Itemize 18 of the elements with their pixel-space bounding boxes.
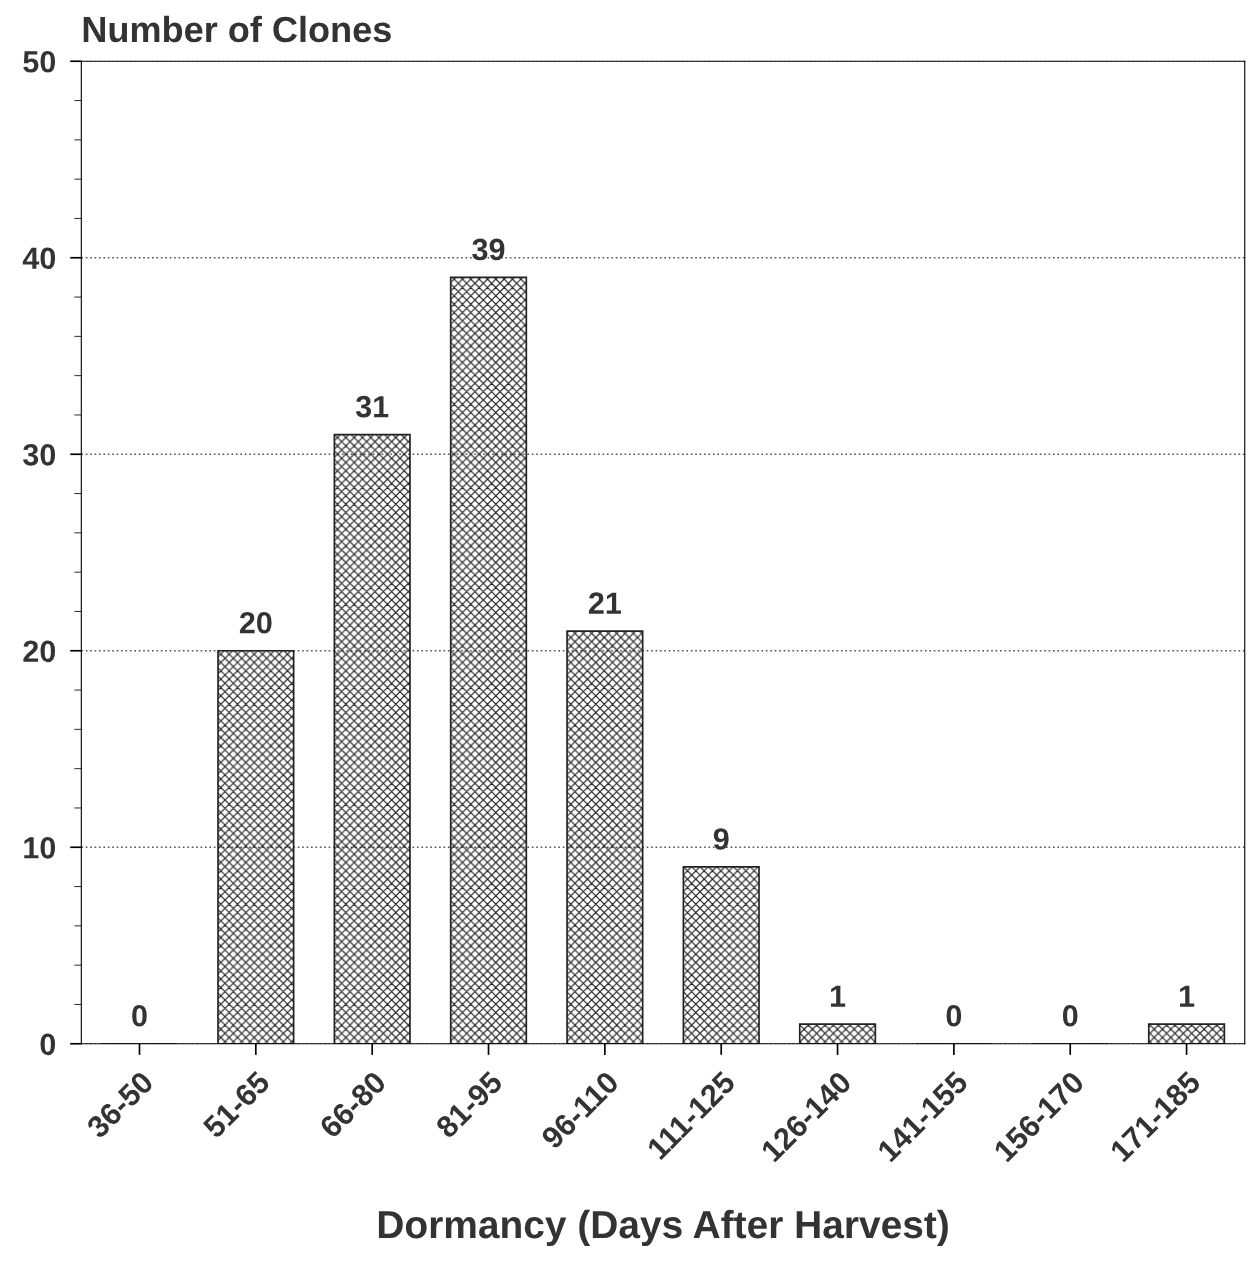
x-axis-title: Dormancy (Days After Harvest) [378, 1209, 948, 1247]
y-tick-label: 20 [23, 640, 56, 663]
data-label: 9 [713, 828, 729, 850]
y-tick-label: 30 [23, 443, 56, 466]
data-label: 1 [830, 985, 846, 1007]
data-label: 0 [946, 1004, 962, 1027]
data-label: 39 [472, 238, 505, 261]
data-label: 21 [588, 592, 621, 614]
y-tick-label: 40 [22, 247, 56, 270]
data-label: 1 [1180, 985, 1195, 1007]
y-tick-label: 50 [23, 50, 56, 73]
y-axis-title: Number of Clones [83, 15, 391, 43]
y-tick-label: 0 [40, 1033, 56, 1056]
y-tick-label: 10 [24, 837, 56, 859]
data-label: 0 [132, 1004, 147, 1027]
data-label: 0 [1062, 1004, 1078, 1027]
data-label: 31 [355, 395, 389, 418]
data-label: 20 [239, 611, 272, 634]
